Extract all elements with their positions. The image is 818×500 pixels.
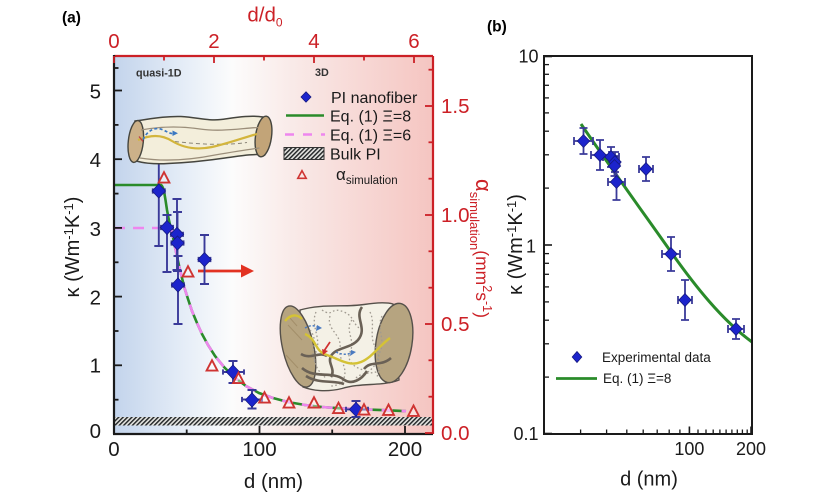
- svg-text:d (nm): d (nm): [244, 470, 303, 493]
- svg-text:0.0: 0.0: [441, 422, 470, 445]
- svg-text:100: 100: [242, 438, 276, 461]
- svg-text:0.1: 0.1: [513, 424, 538, 444]
- svg-text:0: 0: [108, 438, 119, 461]
- svg-text:100: 100: [674, 439, 704, 459]
- svg-text:(b): (b): [487, 19, 507, 36]
- svg-text:d/d0: d/d0: [247, 4, 283, 30]
- svg-text:quasi-1D: quasi-1D: [136, 68, 182, 80]
- svg-text:10: 10: [518, 47, 538, 67]
- svg-text:3: 3: [90, 218, 101, 241]
- svg-text:3D: 3D: [315, 67, 329, 79]
- svg-text:PI nanofiber: PI nanofiber: [331, 90, 418, 107]
- svg-text:κ (Wm-1K-1): κ (Wm-1K-1): [504, 194, 527, 295]
- svg-text:2: 2: [208, 30, 219, 53]
- svg-text:4: 4: [308, 30, 319, 53]
- svg-text:0: 0: [90, 420, 101, 443]
- svg-text:d (nm): d (nm): [620, 469, 678, 491]
- svg-text:200: 200: [388, 438, 422, 461]
- svg-text:0.5: 0.5: [441, 313, 470, 336]
- svg-text:5: 5: [90, 81, 101, 104]
- svg-text:(a): (a): [62, 10, 81, 27]
- svg-text:6: 6: [408, 30, 419, 53]
- svg-text:Eq. (1) Ξ=8: Eq. (1) Ξ=8: [330, 109, 411, 126]
- svg-text:1.5: 1.5: [441, 95, 470, 118]
- svg-text:Experimental data: Experimental data: [602, 350, 711, 365]
- svg-text:200: 200: [736, 439, 766, 459]
- svg-text:κ (Wm-1K-1): κ (Wm-1K-1): [61, 197, 84, 298]
- svg-text:Eq. (1) Ξ=8: Eq. (1) Ξ=8: [603, 371, 671, 386]
- svg-text:Eq. (1) Ξ=6: Eq. (1) Ξ=6: [330, 128, 411, 145]
- svg-text:1.0: 1.0: [441, 204, 470, 227]
- svg-text:1: 1: [90, 354, 101, 377]
- svg-text:2: 2: [90, 287, 101, 310]
- svg-text:0: 0: [108, 30, 119, 53]
- svg-text:4: 4: [90, 149, 101, 172]
- svg-text:Bulk PI: Bulk PI: [330, 147, 381, 164]
- svg-text:αsimulation(mm2s-1): αsimulation(mm2s-1): [467, 179, 496, 318]
- svg-text:1: 1: [526, 237, 536, 257]
